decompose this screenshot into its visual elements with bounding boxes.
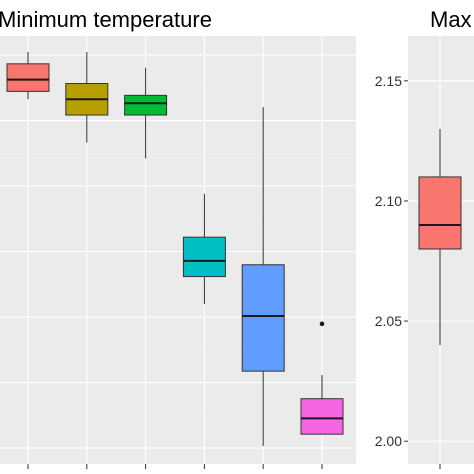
y-ticks-right: 2.00 2.05 2.10 2.15 [375,73,408,449]
y-tick-label: 2.00 [375,433,402,449]
y-tick-label: 2.05 [375,313,402,329]
x-ticks-left [27,464,323,469]
y-tick-label: 2.10 [375,193,402,209]
box-group [124,67,168,159]
box-iqr [182,236,226,278]
outlier-point [319,321,325,327]
box-iqr [6,63,50,92]
box-group [65,52,109,143]
box-iqr [418,176,462,250]
box-group [6,52,50,100]
box-iqr [241,264,285,372]
box-group [418,128,462,346]
panel-minimum-temperature: Minimum temperature [0,7,356,469]
panel-max: Max 2.00 2.05 2.10 2.15 [375,7,474,469]
box-group [300,321,344,435]
boxes-right [418,128,462,346]
grid-left [0,36,356,464]
box-iqr [124,94,168,116]
panel-background-right [408,36,474,464]
box-group [182,193,226,305]
panel-title-left: Minimum temperature [0,7,212,32]
box-iqr [300,398,344,435]
panel-title-right: Max [430,7,472,32]
y-tick-label: 2.15 [375,73,402,89]
panel-background-left [0,36,356,464]
boxes-left [6,52,344,446]
box-group [241,107,285,446]
